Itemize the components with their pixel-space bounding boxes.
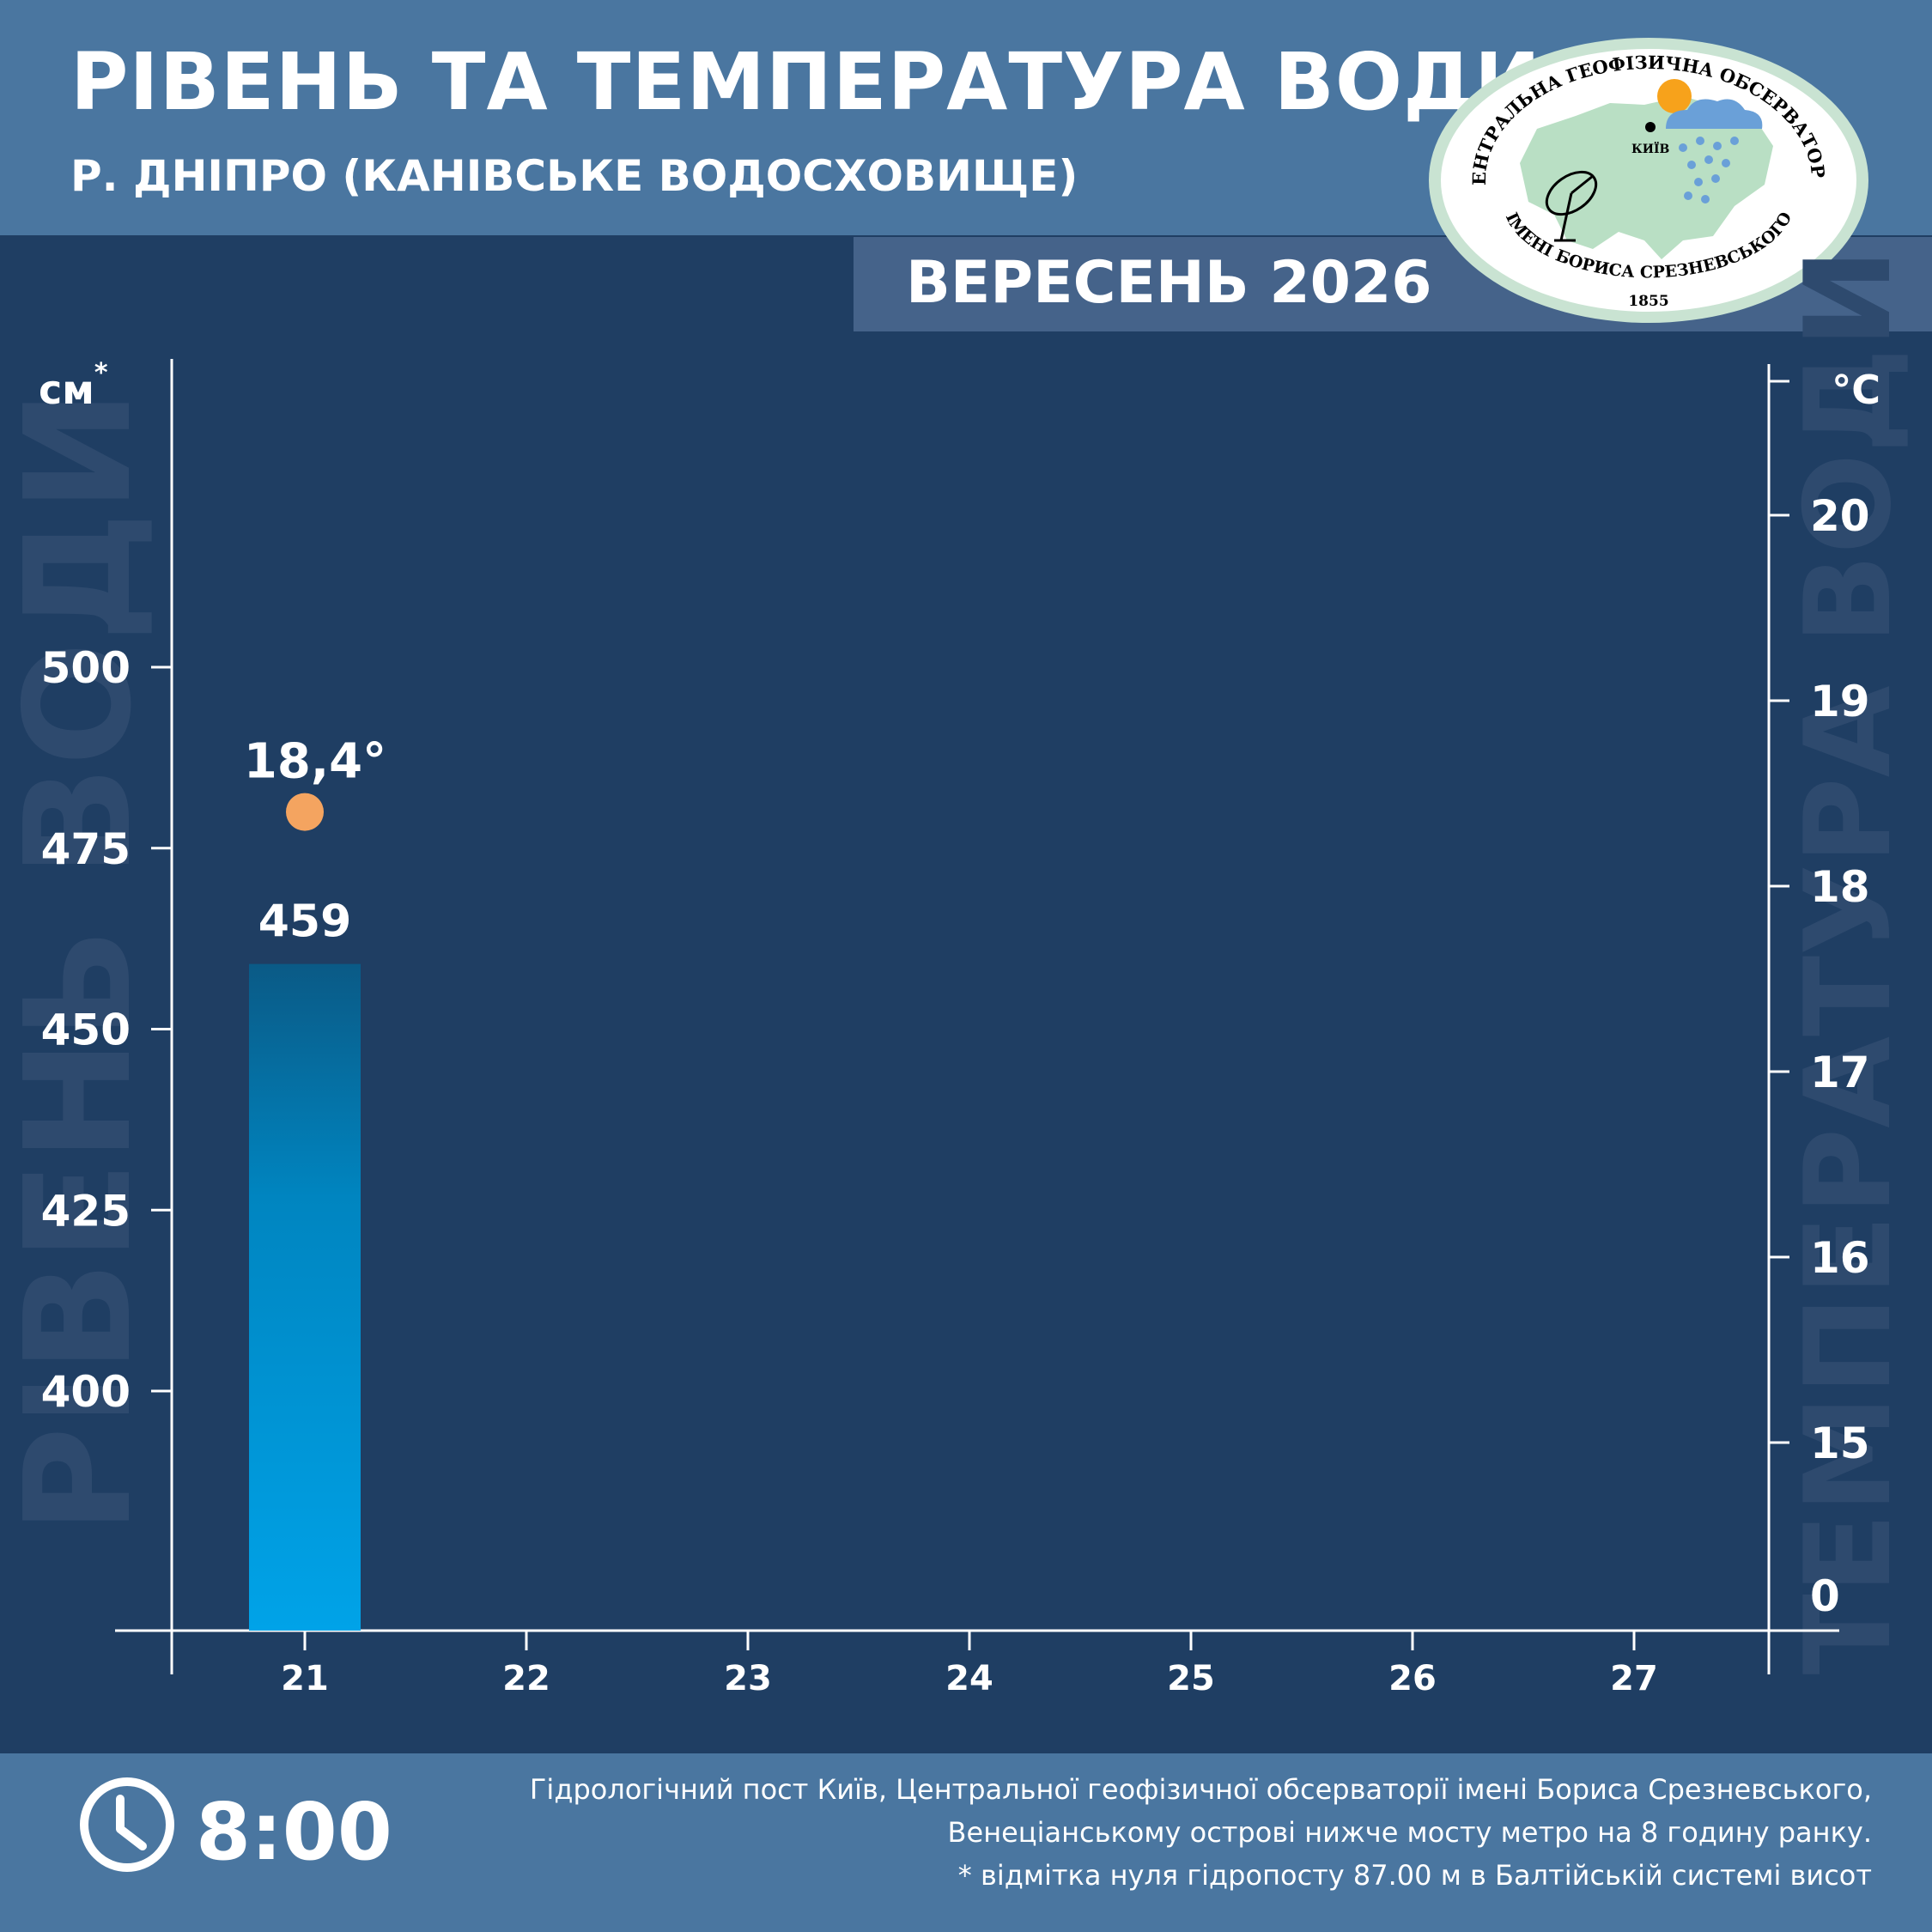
day-label: 22 — [502, 1659, 550, 1698]
rain-icon — [1679, 137, 1739, 204]
level-bar — [249, 963, 361, 1631]
temperature-tick-label: 16 — [1810, 1233, 1870, 1283]
day-label: 21 — [281, 1659, 329, 1698]
level-value-label: 459 — [258, 896, 352, 948]
temperature-tick-label: 17 — [1810, 1048, 1870, 1097]
temperature-unit: °C — [1832, 367, 1880, 413]
temperature-tick-label: 15 — [1810, 1419, 1870, 1468]
temperature-point — [286, 793, 324, 831]
logo-city: КИЇВ — [1631, 140, 1670, 156]
map-icon — [1520, 96, 1773, 259]
footer-band — [0, 1753, 1932, 1932]
level-unit: см* — [39, 358, 108, 413]
antenna-icon — [1545, 170, 1598, 242]
day-label: 27 — [1610, 1659, 1658, 1698]
page-subtitle: Р. ДНІПРО (КАНІВСЬКЕ ВОДОСХОВИЩЕ) — [70, 151, 1078, 201]
temperature-axis-watermark: ТЕМПЕРАТУРА ВОДИ — [1779, 249, 1917, 1675]
page-title: РІВЕНЬ ТА ТЕМПЕРАТУРА ВОДИ — [70, 36, 1541, 128]
chart: РІВЕНЬ ВОДИ ТЕМПЕРАТУРА ВОДИ см* °C 400 4… — [0, 249, 1917, 1698]
sun-icon — [1657, 79, 1692, 113]
month-label: ВЕРЕСЕНЬ 2026 — [906, 249, 1432, 317]
day-label: 25 — [1167, 1659, 1215, 1698]
level-tick-label: 500 — [41, 643, 131, 693]
observation-time: 8:00 — [196, 1786, 392, 1878]
temperature-tick-label: 20 — [1810, 491, 1870, 541]
level-tick-label: 425 — [41, 1186, 131, 1236]
level-tick-label: 475 — [41, 824, 131, 874]
observatory-logo: КИЇВ ЦЕНТРАЛЬНА ГЕОФІЗИЧНА ОБСЕРВАТОРІЯ … — [1425, 34, 1868, 323]
logo-year: 1855 — [1628, 293, 1668, 310]
day-label: 24 — [945, 1659, 993, 1698]
level-tick-label: 450 — [41, 1005, 131, 1055]
level-tick-label: 400 — [41, 1367, 131, 1417]
footer-note-1: Гідрологічний пост Київ, Центральної гео… — [529, 1773, 1872, 1806]
temperature-value-label: 18,4° — [244, 734, 386, 790]
footer-note-2: Венеціанському острові нижче мосту метро… — [947, 1816, 1872, 1849]
day-label: 23 — [724, 1659, 772, 1698]
temperature-tick-label: 19 — [1810, 677, 1870, 726]
cloud-icon — [1666, 99, 1763, 129]
temperature-tick-label: 18 — [1810, 862, 1870, 912]
footer-note-3: * відмітка нуля гідропосту 87.00 м в Бал… — [957, 1859, 1872, 1892]
clock-icon — [80, 1777, 174, 1872]
level-axis-watermark: РІВЕНЬ ВОДИ — [0, 390, 164, 1534]
temperature-tick-label: 0 — [1810, 1571, 1840, 1621]
day-label: 26 — [1388, 1659, 1437, 1698]
